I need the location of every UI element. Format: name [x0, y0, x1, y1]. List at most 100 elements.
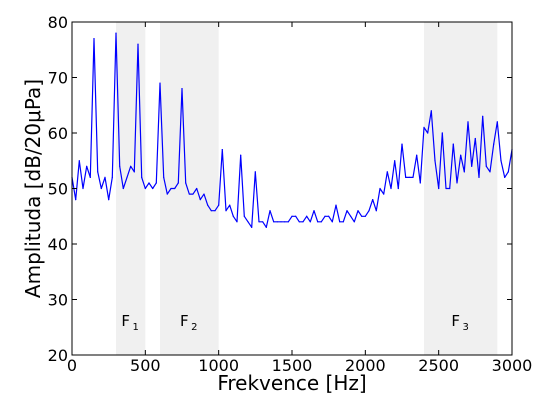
y-tick-label: 60 — [48, 124, 68, 143]
series-point — [478, 176, 480, 178]
x-axis-label: Frekvence [Hz] — [217, 371, 366, 395]
series-point — [408, 176, 410, 178]
series-point — [419, 182, 421, 184]
series-point — [188, 193, 190, 195]
frequency-bands — [116, 22, 498, 355]
series-point — [130, 165, 132, 167]
x-tick-label: 2000 — [345, 356, 386, 375]
series-point — [390, 187, 392, 190]
series-point — [441, 132, 443, 134]
y-tick-label: 80 — [48, 13, 68, 32]
y-tick-label: 50 — [48, 180, 68, 199]
series-point — [463, 171, 465, 173]
series-point — [405, 176, 407, 178]
series-point — [199, 199, 201, 201]
series-point — [298, 221, 300, 223]
series-point — [192, 193, 194, 195]
x-tick-label: 1500 — [272, 356, 313, 375]
series-point — [93, 38, 95, 40]
series-point — [133, 171, 135, 173]
series-point — [331, 221, 333, 223]
series-point — [218, 204, 220, 206]
series-point — [111, 176, 113, 178]
series-point — [166, 193, 168, 195]
x-tick-label: 1000 — [198, 356, 239, 375]
series-point — [196, 187, 198, 190]
y-tick-label: 70 — [48, 69, 68, 88]
series-point — [324, 215, 326, 217]
series-point — [445, 187, 447, 190]
series-point — [251, 226, 253, 228]
band-1 — [116, 22, 146, 355]
series-point — [335, 204, 337, 206]
series-point — [434, 160, 436, 162]
series-point — [203, 193, 205, 195]
series-point — [485, 165, 487, 167]
series-point — [100, 187, 102, 190]
series-point — [449, 187, 451, 190]
series-point — [386, 171, 388, 173]
y-axis-label: Amplituda [dB/20μPa] — [21, 79, 45, 298]
band-label-3: F — [451, 312, 460, 330]
series-point — [489, 171, 491, 173]
series-point — [507, 171, 509, 173]
series-point — [119, 165, 121, 167]
series-point — [401, 143, 403, 145]
series-point — [174, 187, 176, 190]
series-point — [97, 171, 99, 173]
series-point — [115, 32, 117, 34]
series-point — [460, 154, 462, 156]
y-tick-label: 40 — [48, 235, 68, 254]
series-point — [291, 215, 293, 217]
series-point — [504, 176, 506, 178]
series-point — [357, 210, 359, 212]
series-point — [104, 176, 106, 178]
x-tick-label: 0 — [67, 356, 77, 375]
x-tick-label: 500 — [130, 356, 161, 375]
series-point — [75, 199, 77, 201]
series-point — [269, 210, 271, 212]
series-point — [284, 221, 286, 223]
series-point — [375, 210, 377, 212]
series-point — [243, 215, 245, 217]
x-tick-label: 3000 — [492, 356, 533, 375]
series-point — [122, 187, 124, 190]
series-point — [467, 121, 469, 123]
series-point — [177, 182, 179, 184]
series-point — [306, 215, 308, 217]
series-point — [320, 221, 322, 223]
series-point — [265, 226, 267, 228]
series-point — [258, 221, 260, 223]
series-point — [500, 160, 502, 162]
series-point — [313, 210, 315, 212]
spectrum-series — [71, 32, 513, 228]
axes — [71, 21, 513, 356]
series-point — [280, 221, 282, 223]
series-point — [232, 215, 234, 217]
series-point — [328, 215, 330, 217]
series-point — [295, 215, 297, 217]
y-tick-label: 20 — [48, 346, 68, 365]
series-point — [210, 210, 212, 212]
band-label-subscript-1: 1 — [132, 322, 138, 333]
x-tick-label: 2500 — [418, 356, 459, 375]
series-point — [144, 187, 146, 190]
series-point — [368, 210, 370, 212]
series-point — [214, 210, 216, 212]
series-point — [225, 210, 227, 212]
band-label-subscript-3: 3 — [462, 322, 468, 333]
series-point — [339, 221, 341, 223]
series-point — [372, 199, 374, 201]
band-2 — [160, 22, 219, 355]
series-point — [496, 121, 498, 123]
series-point — [474, 137, 476, 140]
series-point — [181, 88, 183, 90]
series-point — [262, 221, 264, 223]
series-point — [353, 221, 355, 223]
series-point — [456, 182, 458, 184]
series-point — [493, 143, 495, 145]
series-point — [148, 182, 150, 184]
series-point — [137, 43, 139, 45]
